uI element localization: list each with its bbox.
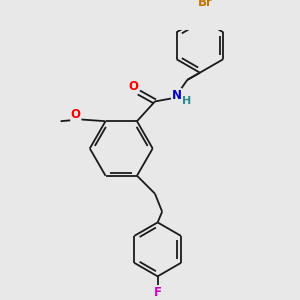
Text: O: O <box>128 80 138 93</box>
Text: O: O <box>71 108 81 122</box>
Text: N: N <box>172 89 182 102</box>
Text: F: F <box>154 286 162 299</box>
Text: Br: Br <box>198 0 213 9</box>
Text: H: H <box>182 96 191 106</box>
